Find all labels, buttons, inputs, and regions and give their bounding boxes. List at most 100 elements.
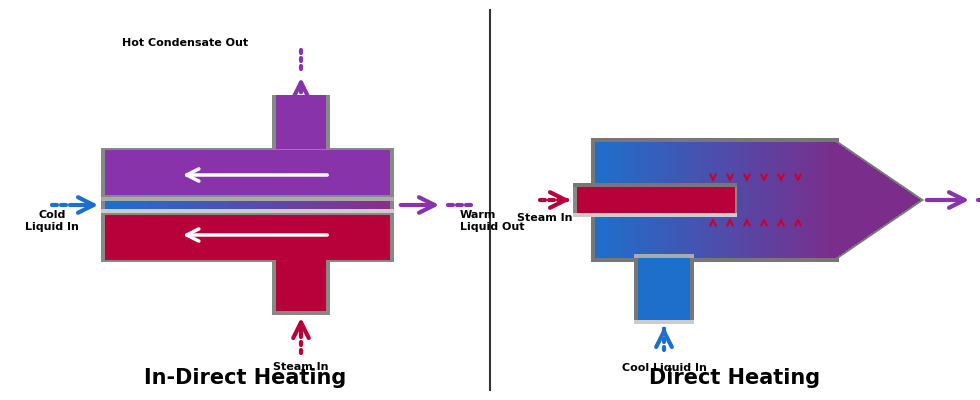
Bar [897, 184, 898, 216]
Bar [864, 162, 865, 238]
Bar [799, 142, 800, 258]
Bar [610, 142, 611, 258]
Bar [915, 196, 916, 204]
Bar [387, 201, 388, 209]
Bar [641, 142, 642, 258]
Bar [380, 201, 381, 209]
Bar [714, 142, 715, 258]
Bar [299, 201, 300, 209]
Bar [755, 142, 756, 258]
Bar [647, 142, 648, 258]
Bar [600, 142, 601, 258]
Bar [757, 142, 758, 258]
Bar [183, 201, 184, 209]
Bar [842, 147, 843, 253]
Bar [766, 142, 767, 258]
Bar [257, 201, 258, 209]
Bar [337, 201, 338, 209]
Bar [222, 201, 223, 209]
Bar [198, 201, 199, 209]
Bar [236, 201, 237, 209]
Bar [695, 142, 696, 258]
Bar [614, 142, 615, 258]
Bar [297, 201, 298, 209]
Bar [285, 201, 286, 209]
Bar [163, 201, 164, 209]
Bar [672, 258, 673, 320]
Bar [912, 194, 913, 206]
Bar [663, 258, 664, 320]
Bar [697, 142, 698, 258]
Bar [641, 258, 642, 320]
Bar [105, 212, 390, 260]
Bar [230, 201, 231, 209]
Bar [282, 201, 283, 209]
Bar [101, 209, 394, 213]
Bar [115, 201, 116, 209]
Bar [333, 201, 334, 209]
Bar [205, 201, 206, 209]
Bar [791, 142, 792, 258]
Bar [837, 143, 838, 257]
Bar [327, 201, 328, 209]
Bar [656, 142, 657, 258]
Bar [361, 201, 362, 209]
Text: Cold
Liquid In: Cold Liquid In [25, 210, 79, 232]
Bar [105, 201, 106, 209]
Bar [634, 320, 694, 324]
Bar [887, 178, 888, 222]
Bar [290, 201, 291, 209]
Bar [221, 201, 222, 209]
Bar [244, 201, 245, 209]
Bar [273, 201, 274, 209]
Bar [384, 201, 385, 209]
Bar [807, 142, 808, 258]
Bar [320, 201, 321, 209]
Bar [753, 142, 754, 258]
Bar [690, 142, 691, 258]
Bar [270, 201, 271, 209]
Bar [611, 142, 612, 258]
Bar [231, 201, 232, 209]
Bar [650, 142, 651, 258]
Bar [618, 142, 619, 258]
Bar [278, 201, 279, 209]
Bar [892, 181, 893, 219]
Bar [259, 201, 260, 209]
Bar [834, 142, 835, 258]
Bar [911, 194, 912, 206]
Bar [781, 142, 782, 258]
Bar [323, 201, 324, 209]
Bar [248, 201, 249, 209]
Bar [224, 201, 225, 209]
Bar [886, 177, 887, 223]
Bar [723, 142, 724, 258]
Bar [319, 201, 320, 209]
Bar [818, 142, 819, 258]
Bar [164, 201, 165, 209]
Bar [646, 142, 647, 258]
Bar [107, 201, 108, 209]
Bar [873, 168, 874, 232]
Bar [668, 142, 669, 258]
Bar [664, 142, 665, 258]
Bar [125, 201, 126, 209]
Bar [200, 201, 201, 209]
Bar [706, 142, 707, 258]
Bar [194, 201, 195, 209]
Bar [817, 142, 818, 258]
Bar [345, 201, 346, 209]
Bar [724, 142, 725, 258]
Bar [184, 201, 185, 209]
Bar [241, 201, 242, 209]
Bar [203, 201, 204, 209]
Bar [370, 201, 371, 209]
Bar [746, 142, 747, 258]
Bar [657, 258, 658, 320]
Bar [634, 142, 635, 258]
Bar [648, 142, 649, 258]
Bar [749, 142, 750, 258]
Bar [324, 201, 325, 209]
Bar [368, 201, 369, 209]
Bar [602, 142, 603, 258]
